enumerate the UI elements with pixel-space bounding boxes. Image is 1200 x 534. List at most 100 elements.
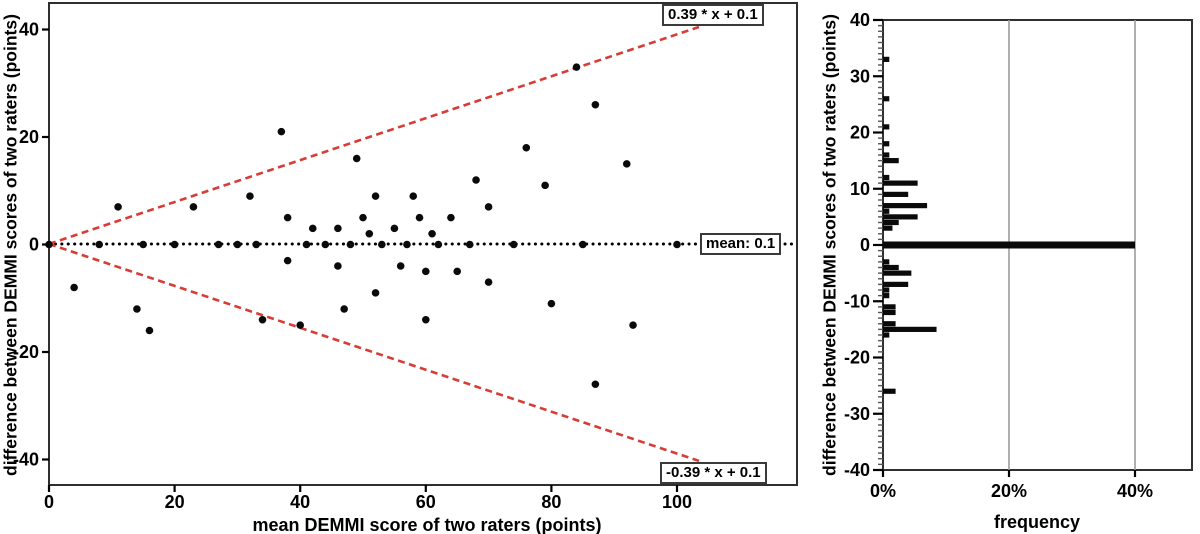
scatter-point xyxy=(133,305,141,313)
scatter-point xyxy=(283,256,292,265)
histogram-bar xyxy=(883,332,890,338)
left-plot-frame xyxy=(48,2,798,486)
scatter-point xyxy=(114,203,122,211)
scatter-point xyxy=(334,262,342,270)
histogram-bar xyxy=(883,287,890,293)
histogram-bar xyxy=(883,219,899,226)
scatter-point xyxy=(246,192,254,200)
histogram-bar xyxy=(883,264,899,271)
scatter-point xyxy=(547,299,556,308)
left-x-axis: 0 20 40 60 80 100 xyxy=(44,485,692,512)
histogram-bar xyxy=(883,304,896,310)
y-tick-label: 40 xyxy=(850,10,870,30)
right-x-axis-title: frequency xyxy=(993,512,1081,532)
y-tick-label: -10 xyxy=(844,291,870,311)
x-tick-label: 100 xyxy=(662,492,692,512)
left-x-axis-title: mean DEMMI score of two raters (points) xyxy=(252,515,602,534)
scatter-point xyxy=(415,213,424,222)
scatter-point xyxy=(396,262,405,270)
histogram-bar xyxy=(883,124,890,130)
scatter-point xyxy=(334,224,342,233)
y-tick-label: -20 xyxy=(13,342,39,362)
scatter-point xyxy=(453,267,462,276)
scatter-point xyxy=(145,326,154,335)
scatter-point xyxy=(472,176,480,184)
scatter-point xyxy=(321,240,330,249)
scatter-point xyxy=(365,229,374,238)
scatter-point xyxy=(371,289,380,297)
histogram-bar xyxy=(883,56,890,62)
histogram-bar xyxy=(883,281,909,287)
right-y-axis: 40 30 20 10 0 -10 -20 -30 -40 xyxy=(844,10,883,480)
scatter-point xyxy=(371,192,380,200)
histogram-bar xyxy=(883,388,896,394)
y-tick-label: 20 xyxy=(19,127,39,147)
histogram-bar xyxy=(883,270,912,276)
scatter-point xyxy=(403,240,411,249)
left-y-axis-title: difference between DEMMI scores of two r… xyxy=(0,14,21,476)
scatter-point xyxy=(428,229,436,238)
scatter-point xyxy=(622,160,631,168)
histogram-bar xyxy=(883,259,890,265)
scatter-point xyxy=(422,315,430,324)
y-tick-label: 30 xyxy=(850,66,870,86)
scatter-point xyxy=(579,240,587,249)
x-tick-label: 40% xyxy=(1117,481,1153,501)
scatter-point xyxy=(390,224,399,233)
scatter-point xyxy=(484,278,493,286)
scatter-point xyxy=(233,240,242,249)
x-tick-label: 0% xyxy=(870,481,896,501)
histogram-bar xyxy=(883,293,890,299)
upper-limit-equation-label: 0.39 * x + 0.1 xyxy=(662,4,764,26)
scatter-point xyxy=(359,213,367,222)
scatter-point xyxy=(409,192,418,200)
scatter-point xyxy=(283,213,292,222)
histogram-bar xyxy=(883,326,937,332)
histogram-bars xyxy=(883,56,1135,394)
y-tick-label: -30 xyxy=(844,404,870,424)
histogram-bar xyxy=(883,141,890,147)
scatter-point xyxy=(572,63,581,71)
mean-line-label: mean: 0.1 xyxy=(700,233,782,255)
scatter-point xyxy=(447,213,455,222)
left-plot: 0 20 40 60 80 100 40 20 0 -20 -40 xyxy=(13,2,799,512)
scatter-point xyxy=(484,203,493,211)
scatter-point xyxy=(509,240,518,249)
x-tick-label: 0 xyxy=(44,492,54,512)
histogram-bar xyxy=(883,241,1135,249)
y-tick-label: -40 xyxy=(844,460,870,480)
scatter-point xyxy=(308,224,317,233)
scatter-point xyxy=(422,267,430,276)
histogram-bar xyxy=(883,225,893,231)
scatter-point xyxy=(340,305,348,313)
scatter-point xyxy=(591,100,600,109)
scatter-point xyxy=(352,154,361,163)
scatter-point xyxy=(465,240,474,249)
histogram-bar xyxy=(883,203,928,209)
right-plot: 40 30 20 10 0 -10 -20 -30 -400% 20% 40% xyxy=(844,10,1193,501)
scatter-point xyxy=(591,380,600,389)
scatter-point xyxy=(70,283,78,292)
y-tick-label: 20 xyxy=(850,123,870,143)
histogram-bar xyxy=(883,174,890,181)
y-tick-label: 0 xyxy=(860,235,870,255)
histogram-bar xyxy=(883,180,918,186)
y-tick-label: 0 xyxy=(29,235,39,255)
scatter-points xyxy=(45,63,681,389)
right-x-axis: 0% 20% 40% xyxy=(870,470,1153,501)
x-tick-label: 20 xyxy=(165,492,185,512)
x-tick-label: 20% xyxy=(991,481,1027,501)
left-y-axis: 40 20 0 -20 -40 xyxy=(13,20,49,470)
scatter-point xyxy=(522,143,531,152)
lower-limit-equation-label: -0.39 * x + 0.1 xyxy=(660,462,767,484)
histogram-bar xyxy=(883,214,918,220)
x-tick-label: 80 xyxy=(541,492,561,512)
y-tick-label: 10 xyxy=(850,179,870,199)
histogram-bar xyxy=(883,96,890,102)
histogram-bar xyxy=(883,309,896,316)
x-tick-label: 40 xyxy=(290,492,310,512)
scatter-point xyxy=(302,240,311,249)
scatter-point xyxy=(296,321,305,329)
scatter-point xyxy=(541,181,549,190)
scatter-point xyxy=(95,240,104,249)
